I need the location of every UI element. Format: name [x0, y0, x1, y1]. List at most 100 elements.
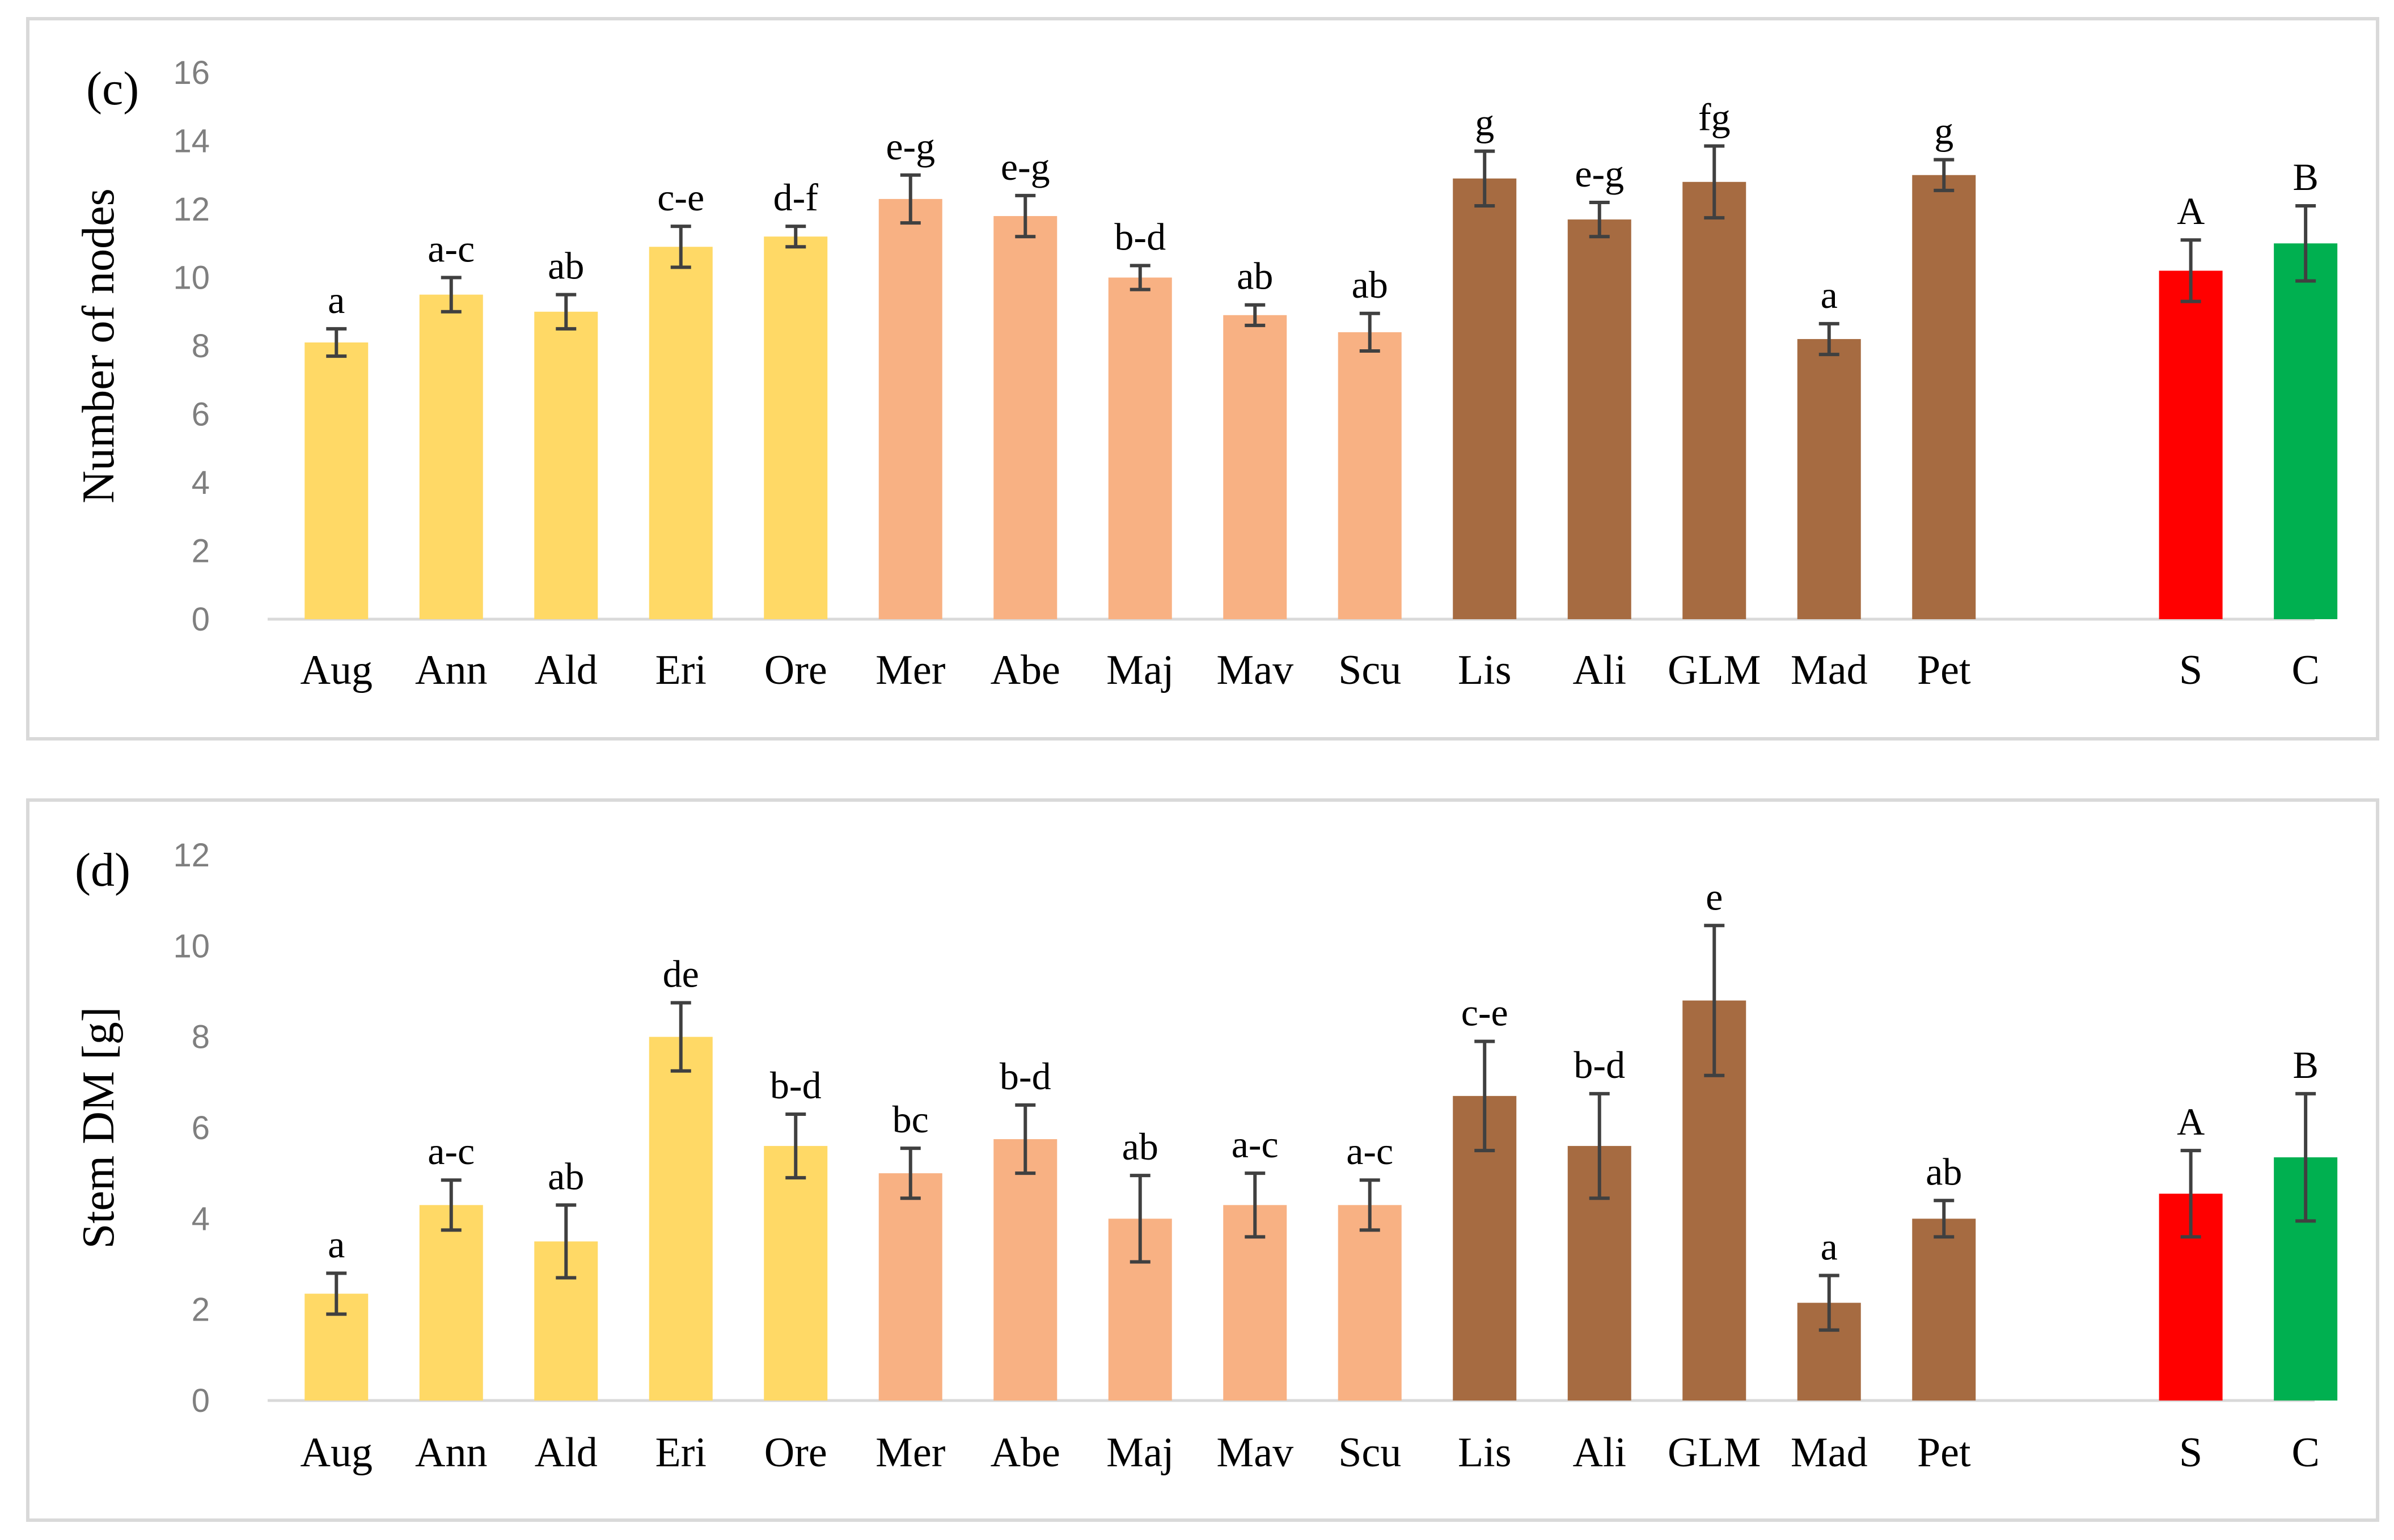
bar-glm — [1682, 181, 1746, 619]
y-tick-label: 6 — [192, 396, 210, 433]
significance-label: de — [663, 953, 699, 996]
significance-label: a-c — [428, 227, 475, 270]
y-tick-label: 2 — [192, 533, 210, 570]
significance-label: e — [1706, 875, 1723, 918]
category-label: Ali — [1572, 1429, 1626, 1476]
y-tick-label: 4 — [192, 464, 210, 501]
category-label: Maj — [1106, 647, 1174, 693]
bar-ali — [1567, 219, 1631, 619]
y-tick-label: 8 — [192, 1019, 210, 1056]
category-label: Pet — [1917, 647, 1971, 693]
chart-panel-c: (c) Number of nodes 0 2 4 6 8 10 12 14 16 a Aug a-c An… — [26, 17, 2379, 741]
significance-label: a — [328, 1223, 345, 1266]
category-label: Mad — [1791, 1429, 1868, 1476]
bar-maj — [1108, 277, 1172, 619]
bar-c — [2274, 243, 2338, 619]
category-label: Lis — [1458, 1429, 1512, 1476]
category-label: Pet — [1917, 1429, 1971, 1476]
bar-lis — [1453, 178, 1517, 619]
chart-c-svg: (c) Number of nodes 0 2 4 6 8 10 12 14 16 a Aug a-c An… — [74, 54, 2338, 693]
y-tick-label: 6 — [192, 1110, 210, 1146]
y-axis-label: Stem DM [g] — [74, 1007, 124, 1249]
category-label: Mav — [1216, 647, 1293, 693]
significance-label: b-d — [770, 1064, 822, 1107]
category-label: Mer — [875, 1429, 945, 1476]
panel-label: (d) — [75, 844, 130, 896]
y-tick-label: 2 — [192, 1292, 210, 1329]
bar-s — [2159, 270, 2223, 619]
category-label: Eri — [655, 647, 707, 693]
significance-label: a — [1821, 1225, 1838, 1268]
significance-label: a-c — [1232, 1123, 1279, 1166]
bar-eri — [649, 247, 713, 619]
significance-label: b-d — [1114, 215, 1166, 258]
category-label: Ore — [764, 647, 827, 693]
category-label: Aug — [301, 1429, 373, 1476]
category-label: C — [2291, 647, 2319, 693]
bar-pet — [1912, 1219, 1976, 1401]
significance-label: g — [1934, 109, 1953, 153]
category-label: Mad — [1791, 647, 1868, 693]
category-label: S — [2179, 647, 2202, 693]
significance-label: a — [328, 278, 345, 321]
bar-mav — [1223, 315, 1287, 619]
significance-label: ab — [548, 244, 584, 287]
chart-panel-d: (d) Stem DM [g] 0 2 4 6 8 10 12 a Aug a-c Ann ab Ald de… — [26, 798, 2379, 1522]
category-label: Maj — [1106, 1429, 1174, 1476]
category-label: Ald — [535, 1429, 598, 1476]
significance-label: b-d — [1000, 1055, 1051, 1098]
category-label: Ali — [1572, 647, 1626, 693]
bar-mer — [878, 198, 942, 619]
category-label: Mav — [1216, 1429, 1293, 1476]
bar-ann — [419, 294, 483, 619]
significance-label: a-c — [1346, 1129, 1393, 1173]
bar-ann — [419, 1205, 483, 1401]
category-label: S — [2179, 1429, 2202, 1476]
bar-ore — [764, 1146, 828, 1401]
y-tick-label: 14 — [173, 123, 210, 160]
bar-mer — [878, 1173, 942, 1401]
significance-label: A — [2177, 1100, 2205, 1143]
y-axis-label: Number of nodes — [74, 188, 124, 503]
category-label: Scu — [1338, 1429, 1401, 1476]
category-label: Abe — [991, 1429, 1060, 1476]
significance-label: bc — [893, 1098, 929, 1141]
significance-label: B — [2293, 1043, 2318, 1086]
significance-label: ab — [1237, 255, 1273, 298]
category-label: Ore — [764, 1429, 827, 1476]
significance-label: B — [2293, 155, 2318, 198]
panel-label: (c) — [86, 62, 139, 115]
category-label: Lis — [1458, 647, 1512, 693]
y-tick-label: 12 — [173, 191, 210, 228]
bar-scu — [1338, 332, 1402, 619]
bar-mad — [1797, 339, 1861, 619]
y-tick-label: 12 — [173, 837, 210, 874]
significance-label: ab — [1122, 1125, 1158, 1168]
significance-label: ab — [1352, 263, 1388, 306]
significance-label: A — [2177, 189, 2205, 232]
category-label: Ann — [415, 647, 487, 693]
significance-label: b-d — [1574, 1043, 1625, 1086]
category-label: C — [2291, 1429, 2319, 1476]
y-tick-label: 0 — [192, 601, 210, 638]
category-label: Ann — [415, 1429, 487, 1476]
significance-label: a-c — [428, 1129, 475, 1173]
significance-label: a — [1821, 273, 1838, 316]
bar-pet — [1912, 175, 1976, 619]
bar-eri — [649, 1036, 713, 1401]
significance-label: ab — [548, 1154, 584, 1198]
significance-label: e-g — [1575, 152, 1624, 195]
y-tick-label: 10 — [173, 260, 210, 297]
y-tick-label: 4 — [192, 1200, 210, 1237]
category-label: GLM — [1668, 647, 1761, 693]
category-label: Ald — [535, 647, 598, 693]
bar-aug — [304, 342, 369, 619]
category-label: Scu — [1338, 647, 1401, 693]
y-tick-label: 16 — [173, 54, 210, 91]
significance-label: c-e — [657, 176, 704, 219]
significance-label: g — [1475, 101, 1494, 144]
chart-d-svg: (d) Stem DM [g] 0 2 4 6 8 10 12 a Aug a-c Ann ab Ald de… — [74, 837, 2338, 1476]
category-label: Eri — [655, 1429, 707, 1476]
significance-label: c-e — [1461, 991, 1508, 1034]
category-label: GLM — [1668, 1429, 1761, 1476]
